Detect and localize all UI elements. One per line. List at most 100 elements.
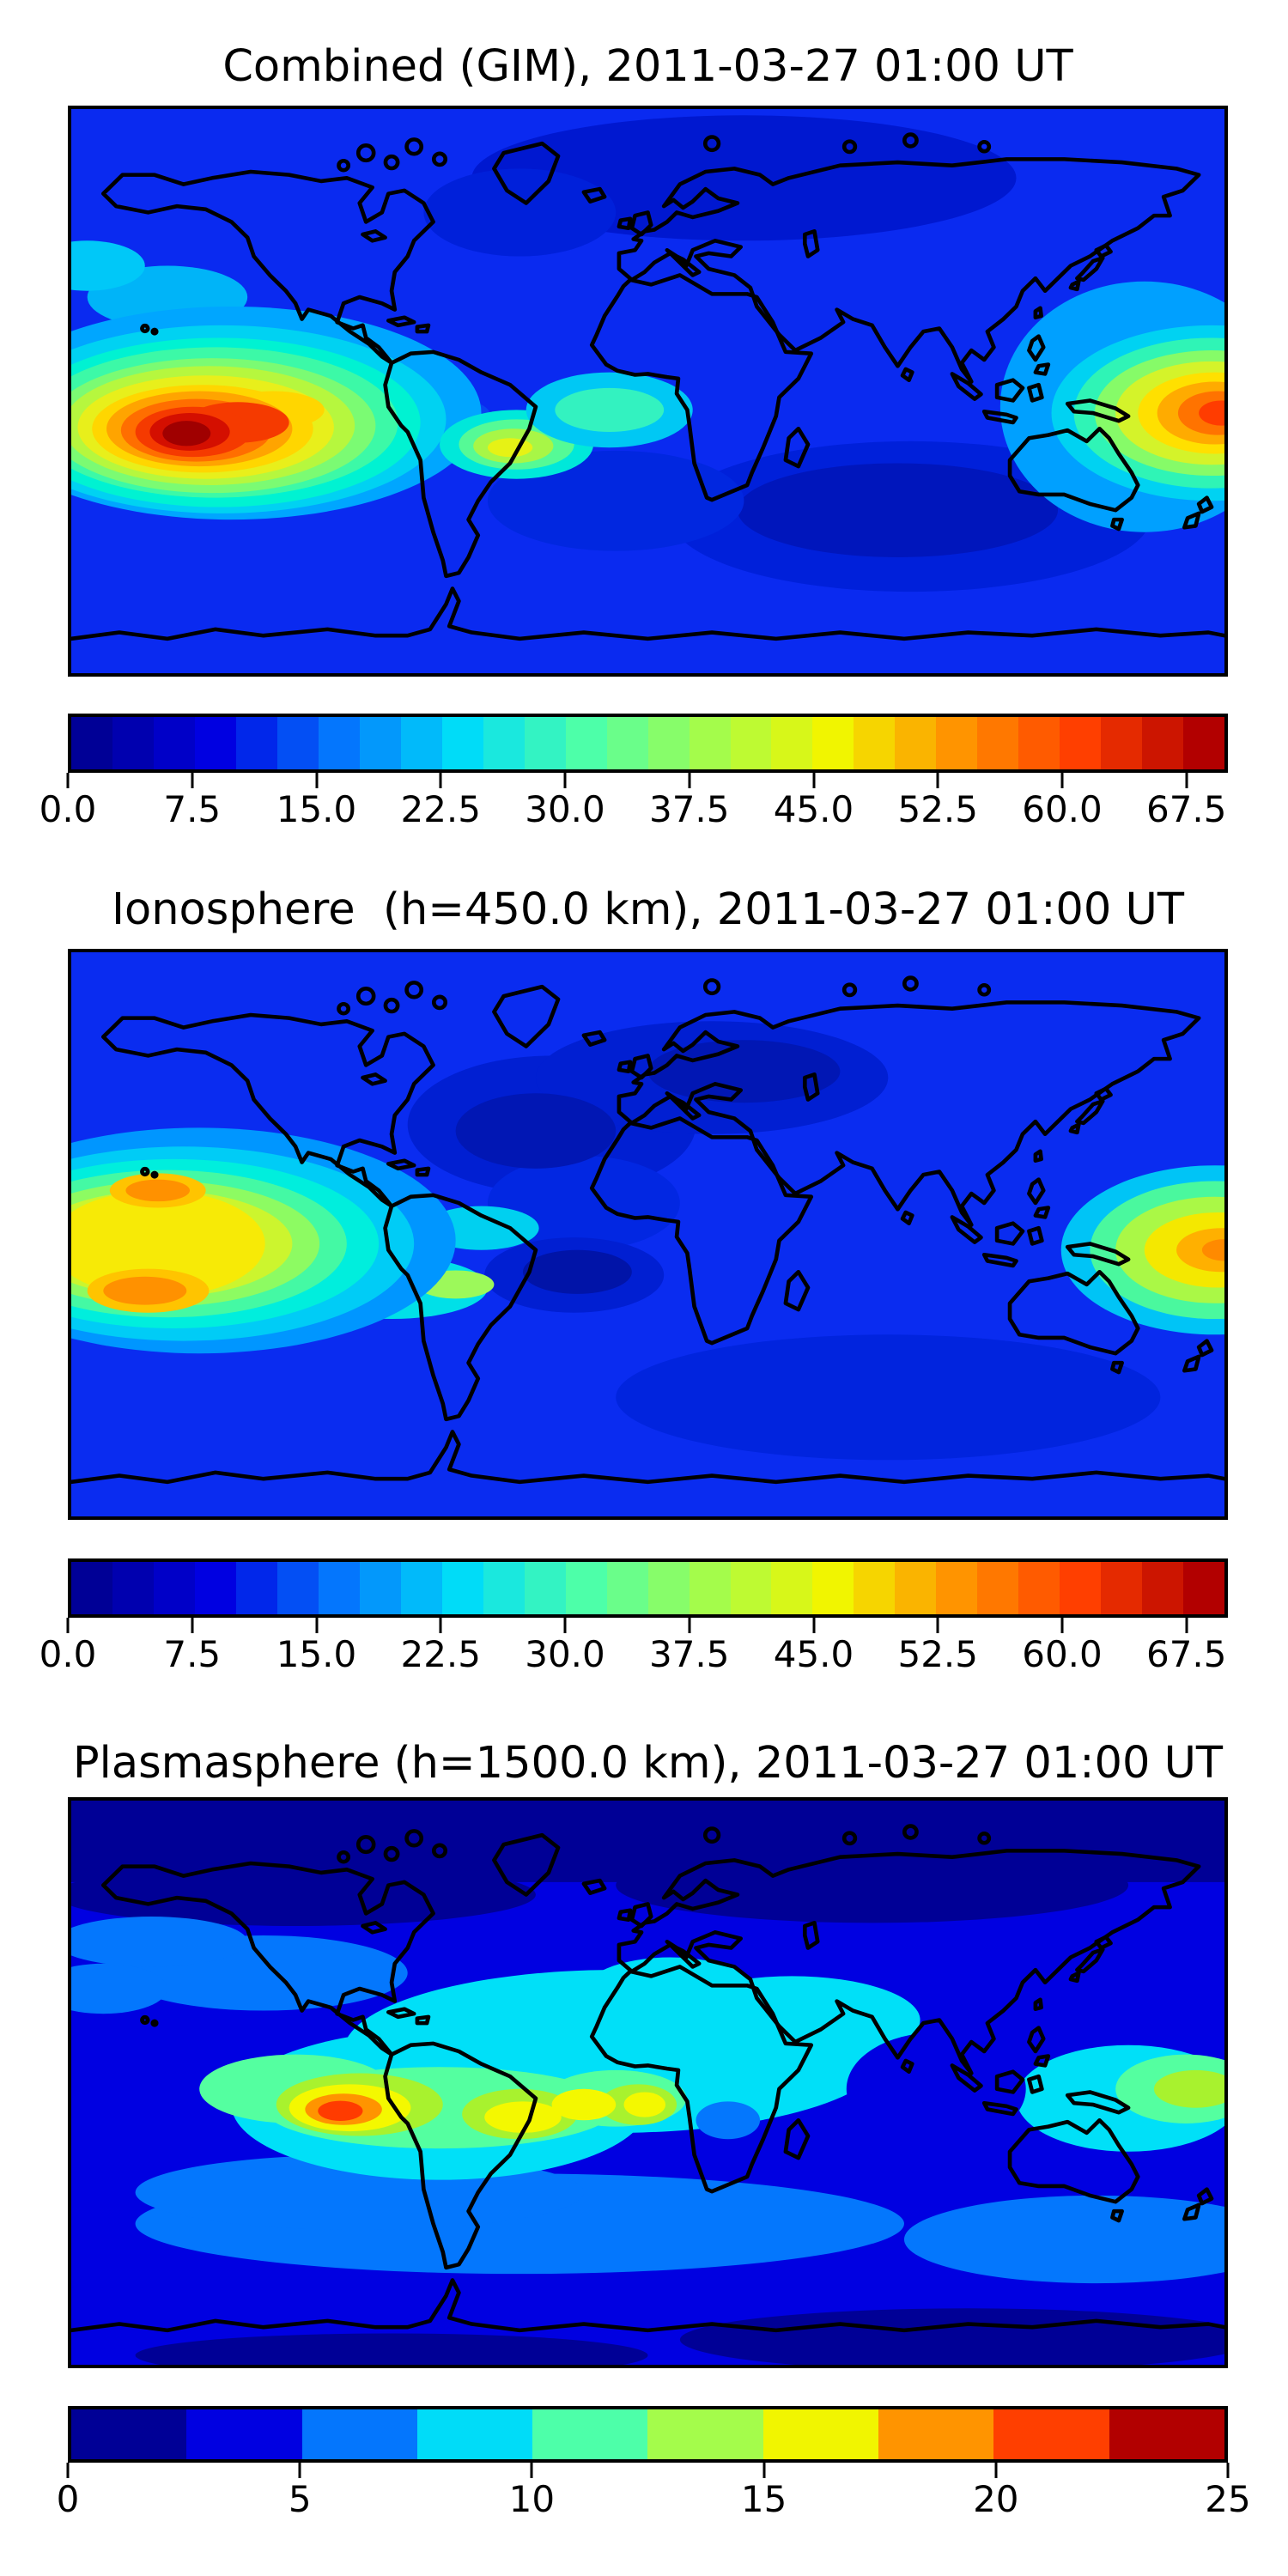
colorbar-segment xyxy=(276,1562,319,1614)
colorbar-tick-label: 30.0 xyxy=(525,1633,605,1675)
colorbar-segment xyxy=(1142,1562,1184,1614)
colorbar-segment xyxy=(235,717,277,769)
contour-fill-layer xyxy=(71,952,1224,1516)
panel2-map xyxy=(68,949,1228,1520)
colorbar-segment xyxy=(112,717,154,769)
colorbar-tick-mark xyxy=(1060,773,1064,788)
contour-fill-layer xyxy=(71,1801,1224,2365)
panel3-title: Plasmasphere (h=1500.0 km), 2011-03-27 0… xyxy=(72,1738,1224,1789)
colorbar-segment xyxy=(301,2409,417,2459)
colorbar-tick-label: 22.5 xyxy=(400,1633,482,1675)
colorbar-segment xyxy=(318,717,360,769)
colorbar-tick-label: 25 xyxy=(1205,2478,1251,2520)
colorbar-segment xyxy=(689,1562,731,1614)
colorbar-segment xyxy=(878,2409,994,2459)
colorbar-tick-mark xyxy=(191,1618,194,1633)
colorbar-tick-label: 7.5 xyxy=(163,788,222,830)
colorbar-tick-mark xyxy=(315,773,318,788)
colorbar-segment xyxy=(359,1562,401,1614)
colorbar-segment xyxy=(762,2409,879,2459)
colorbar-tick-label: 0 xyxy=(56,2478,80,2520)
panel1-colorbar xyxy=(68,714,1228,773)
colorbar-segment xyxy=(194,717,236,769)
colorbar-segment xyxy=(895,1562,937,1614)
colorbar-tick-label: 60.0 xyxy=(1022,1633,1103,1675)
colorbar-segment xyxy=(812,717,854,769)
colorbar-tick-label: 67.5 xyxy=(1145,788,1227,830)
colorbar-segment xyxy=(565,717,607,769)
colorbar-tick-label: 52.5 xyxy=(897,1633,979,1675)
colorbar-segment xyxy=(565,1562,607,1614)
colorbar-segment xyxy=(977,717,1019,769)
colorbar-segment xyxy=(194,1562,236,1614)
colorbar-segment xyxy=(153,717,195,769)
colorbar-tick-label: 0.0 xyxy=(39,1633,97,1675)
colorbar-segment xyxy=(71,717,112,769)
colorbar-tick-label: 30.0 xyxy=(525,788,605,830)
colorbar-segment xyxy=(524,717,566,769)
colorbar-segment xyxy=(186,2409,302,2459)
panel1-map xyxy=(68,106,1228,677)
colorbar-segment xyxy=(812,1562,854,1614)
colorbar-segment xyxy=(895,717,937,769)
colorbar-segment xyxy=(483,1562,525,1614)
panel2-title: Ionosphere (h=450.0 km), 2011-03-27 01:0… xyxy=(111,884,1185,935)
colorbar-segment xyxy=(400,717,442,769)
colorbar-tick-label: 15.0 xyxy=(276,1633,357,1675)
colorbar-segment xyxy=(483,717,525,769)
panel1-colorbar-ticks: 0.0 7.5 15.0 22.5 30.0 37.5 45.0 52.5 60.0 67.5 xyxy=(39,773,1228,867)
colorbar-segment xyxy=(771,1562,813,1614)
colorbar-tick-label: 10 xyxy=(508,2478,556,2520)
colorbar-segment xyxy=(524,1562,566,1614)
colorbar-segment xyxy=(1018,717,1060,769)
colorbar-segment xyxy=(276,717,319,769)
colorbar-segment xyxy=(1101,1562,1143,1614)
colorbar-segment xyxy=(71,1562,112,1614)
colorbar-tick-mark xyxy=(191,773,194,788)
colorbar-tick-label: 7.5 xyxy=(163,1633,222,1675)
panel3-colorbar xyxy=(68,2406,1228,2463)
colorbar-segment xyxy=(318,1562,360,1614)
colorbar-segment xyxy=(993,2409,1109,2459)
colorbar-tick-mark xyxy=(298,2463,301,2478)
colorbar-tick-label: 37.5 xyxy=(648,1633,730,1675)
colorbar-tick-label: 52.5 xyxy=(897,788,979,830)
colorbar-segment xyxy=(400,1562,442,1614)
colorbar-tick-label: 67.5 xyxy=(1145,1633,1227,1675)
colorbar-tick-mark xyxy=(1226,2463,1230,2478)
colorbar-tick-mark xyxy=(936,773,939,788)
colorbar-segment xyxy=(235,1562,277,1614)
colorbar-segment xyxy=(647,717,690,769)
combined-tec-map xyxy=(71,109,1224,673)
colorbar-tick-mark xyxy=(688,1618,691,1633)
colorbar-tick-label: 15 xyxy=(740,2478,787,2520)
colorbar-tick-mark xyxy=(762,2463,766,2478)
colorbar-segment xyxy=(1018,1562,1060,1614)
colorbar-segment xyxy=(153,1562,195,1614)
plasmasphere-tec-map xyxy=(71,1801,1224,2365)
colorbar-tick-mark xyxy=(315,1618,318,1633)
colorbar-segment xyxy=(936,717,978,769)
colorbar-tick-mark xyxy=(66,773,70,788)
colorbar-segment xyxy=(730,1562,772,1614)
colorbar-tick-mark xyxy=(1060,1618,1064,1633)
colorbar-segment xyxy=(532,2409,648,2459)
panel2-colorbar xyxy=(68,1558,1228,1618)
panel2-colorbar-ticks: 0.0 7.5 15.0 22.5 30.0 37.5 45.0 52.5 60.0 67.5 xyxy=(39,1618,1228,1712)
colorbar-segment xyxy=(1109,2409,1224,2459)
colorbar-segment xyxy=(936,1562,978,1614)
colorbar-tick-label: 45.0 xyxy=(773,788,854,830)
panel1-title: Combined (GIM), 2011-03-27 01:00 UT xyxy=(222,41,1073,92)
colorbar-tick-mark xyxy=(439,1618,442,1633)
colorbar-tick-mark xyxy=(439,773,442,788)
panel3-map xyxy=(68,1797,1228,2368)
colorbar-tick-label: 5 xyxy=(288,2478,312,2520)
colorbar-tick-label: 45.0 xyxy=(773,1633,854,1675)
colorbar-tick-mark xyxy=(812,1618,815,1633)
colorbar-segment xyxy=(854,717,896,769)
colorbar-tick-mark xyxy=(563,1618,567,1633)
colorbar-tick-label: 20 xyxy=(973,2478,1019,2520)
colorbar-segment xyxy=(1060,1562,1102,1614)
colorbar-segment xyxy=(647,2409,763,2459)
